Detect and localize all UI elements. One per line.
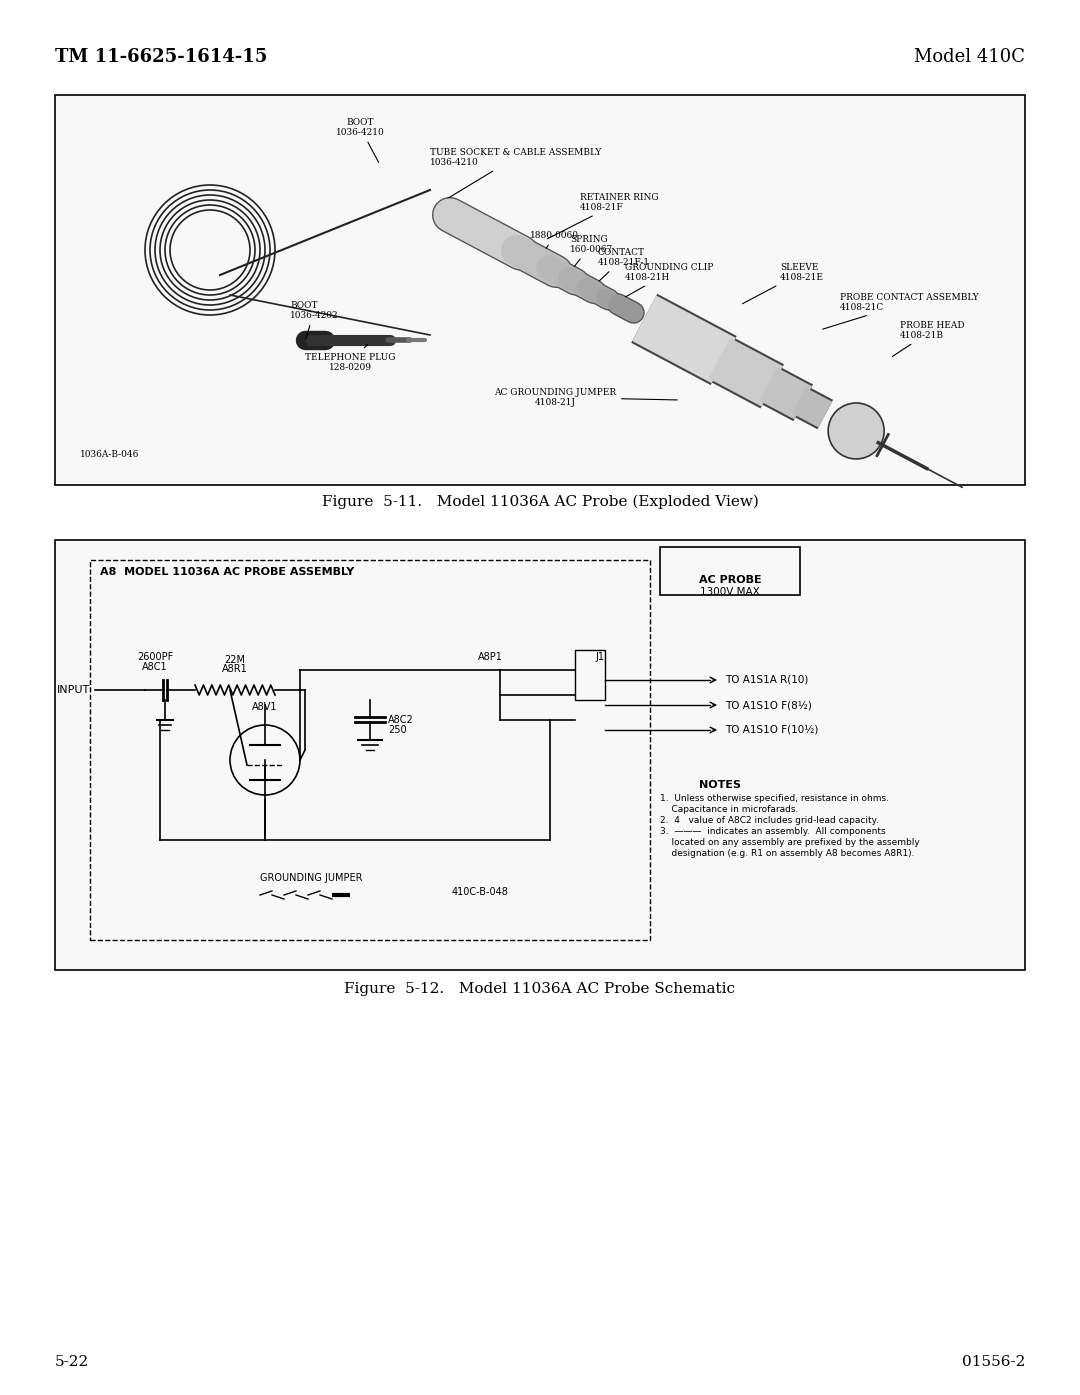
Text: AC GROUNDING JUMPER
4108-21J: AC GROUNDING JUMPER 4108-21J [494, 388, 677, 407]
Text: A8C1: A8C1 [143, 663, 167, 672]
Text: 3.  ———  indicates an assembly.  All components: 3. ——— indicates an assembly. All compon… [660, 827, 886, 836]
Text: TM 11-6625-1614-15: TM 11-6625-1614-15 [55, 47, 268, 66]
Text: AC PROBE: AC PROBE [699, 575, 761, 585]
Text: 250: 250 [388, 725, 407, 735]
Text: TUBE SOCKET & CABLE ASSEMBLY
1036-4210: TUBE SOCKET & CABLE ASSEMBLY 1036-4210 [430, 148, 602, 198]
Bar [660, 547, 800, 596]
Text: A8  MODEL 11036A AC PROBE ASSEMBLY: A8 MODEL 11036A AC PROBE ASSEMBLY [100, 566, 354, 578]
Text: TO A1S1O F(10½): TO A1S1O F(10½) [725, 725, 819, 735]
Bar [55, 95, 1025, 485]
Bar [575, 650, 605, 700]
Text: SPRING
160-0067: SPRING 160-0067 [570, 234, 613, 269]
Text: Figure  5-12.   Model 11036A AC Probe Schematic: Figure 5-12. Model 11036A AC Probe Schem… [345, 982, 735, 996]
Text: GROUNDING JUMPER: GROUNDING JUMPER [260, 873, 363, 883]
Text: 01556-2: 01556-2 [961, 1355, 1025, 1368]
Text: Capacitance in microfarads.: Capacitance in microfarads. [660, 805, 798, 815]
Text: 410C-B-048: 410C-B-048 [451, 887, 509, 897]
Text: designation (e.g. R1 on assembly A8 becomes A8R1).: designation (e.g. R1 on assembly A8 beco… [660, 850, 915, 858]
Text: BOOT
1036-4202: BOOT 1036-4202 [291, 300, 339, 339]
Text: GROUNDING CLIP
4108-21H: GROUNDING CLIP 4108-21H [622, 262, 714, 299]
Text: A8P1: A8P1 [477, 651, 502, 663]
Bar [90, 559, 650, 940]
Text: TO A1S1O F(8½): TO A1S1O F(8½) [725, 700, 812, 710]
Text: J1: J1 [595, 651, 605, 663]
Text: PROBE CONTACT ASSEMBLY
4108-21C: PROBE CONTACT ASSEMBLY 4108-21C [823, 293, 978, 329]
Text: Model 410C: Model 410C [914, 47, 1025, 66]
Text: 1036A-B-046: 1036A-B-046 [80, 451, 139, 459]
Text: BOOT
1036-4210: BOOT 1036-4210 [336, 117, 384, 163]
Text: TELEPHONE PLUG
128-0209: TELEPHONE PLUG 128-0209 [305, 345, 395, 372]
Text: 1880-0060: 1880-0060 [530, 232, 579, 255]
Text: 2.  4   value of A8C2 includes grid-lead capacity.: 2. 4 value of A8C2 includes grid-lead ca… [660, 816, 879, 824]
Text: RETAINER RING
4108-21F: RETAINER RING 4108-21F [548, 193, 659, 239]
Text: A8V1: A8V1 [253, 702, 278, 711]
Text: NOTES: NOTES [699, 780, 741, 790]
Text: TO A1S1A R(10): TO A1S1A R(10) [725, 675, 808, 685]
Text: 1300V MAX: 1300V MAX [700, 587, 760, 597]
Circle shape [828, 403, 885, 459]
Text: 1.  Unless otherwise specified, resistance in ohms.: 1. Unless otherwise specified, resistanc… [660, 794, 889, 804]
Text: A8R1: A8R1 [222, 664, 248, 674]
Text: 5-22: 5-22 [55, 1355, 90, 1368]
Text: INPUT: INPUT [57, 685, 90, 695]
Bar [55, 540, 1025, 970]
Text: SLEEVE
4108-21E: SLEEVE 4108-21E [742, 262, 824, 304]
Text: 22M: 22M [225, 656, 245, 665]
Text: CONTACT
4108-21F-1: CONTACT 4108-21F-1 [597, 247, 650, 283]
Text: located on any assembly are prefixed by the assembly: located on any assembly are prefixed by … [660, 838, 920, 847]
Text: Figure  5-11.   Model 11036A AC Probe (Exploded View): Figure 5-11. Model 11036A AC Probe (Expl… [322, 495, 758, 509]
Text: A8C2: A8C2 [388, 716, 414, 725]
Text: PROBE HEAD
4108-21B: PROBE HEAD 4108-21B [892, 321, 964, 357]
Text: 2600PF: 2600PF [137, 651, 173, 663]
